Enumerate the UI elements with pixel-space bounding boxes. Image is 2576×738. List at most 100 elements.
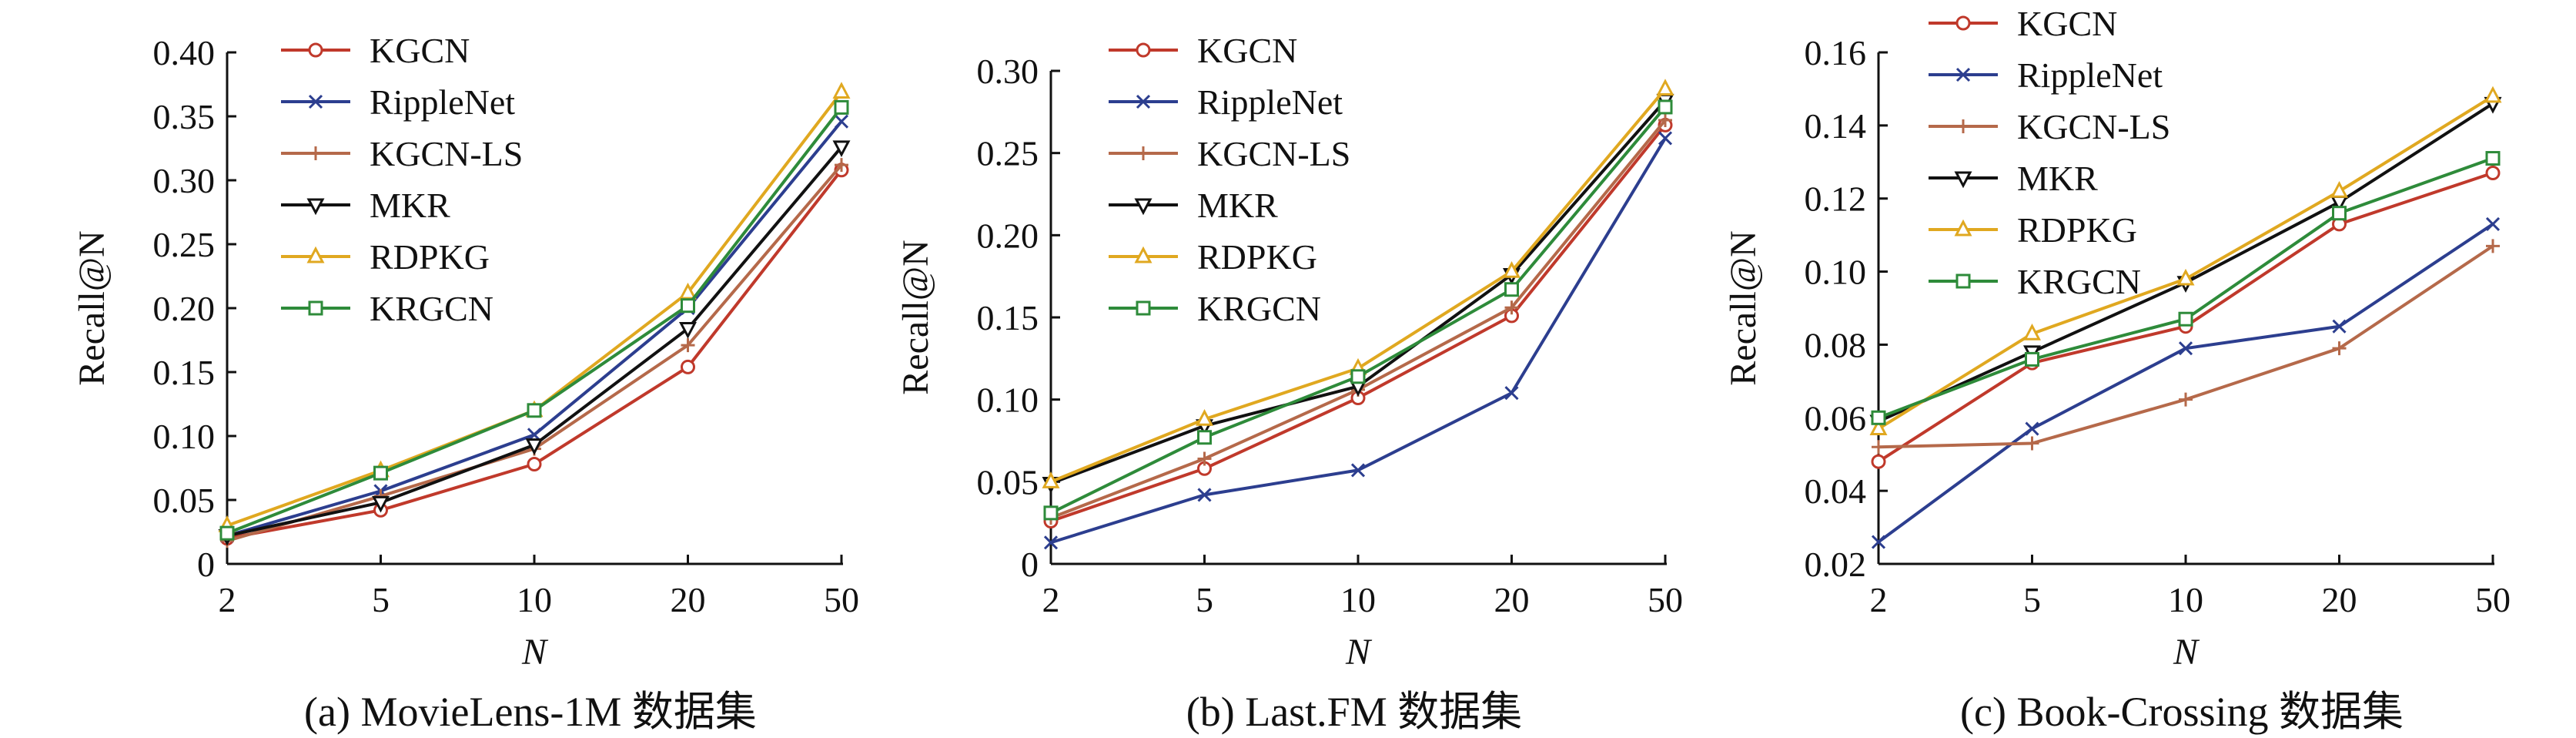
data-point-kgcn	[527, 457, 542, 472]
x-axis-label: N	[2173, 632, 2200, 673]
data-point-ripplenet	[2178, 341, 2193, 356]
data-point-ripplenet	[2332, 319, 2347, 334]
legend-marker-kgcn-ls	[309, 146, 323, 160]
x-tick-label: 2	[1870, 580, 1888, 619]
data-point-krgcn	[1871, 410, 1886, 425]
data-point-kgcn-ls	[2179, 392, 2193, 407]
data-point-krgcn	[2485, 151, 2501, 166]
legend-label-kgcn: KGCN	[2017, 4, 2117, 43]
data-point-krgcn	[834, 99, 849, 115]
data-point-krgcn	[1658, 99, 1673, 115]
data-point-mkr	[832, 140, 851, 158]
data-point-kgcn	[681, 359, 695, 374]
y-tick-label: 0.20	[977, 216, 1039, 255]
data-point-ripplenet	[834, 114, 849, 129]
legend-marker-mkr	[1954, 171, 1972, 189]
legend-label-ripplenet: RippleNet	[1197, 82, 1343, 122]
data-point-krgcn	[219, 525, 235, 541]
legend-label-kgcn-ls: KGCN-LS	[1197, 134, 1350, 173]
data-point-mkr	[525, 438, 544, 455]
data-point-kgcn-ls	[1872, 440, 1885, 455]
data-point-rdpkg	[1503, 261, 1521, 278]
legend-label-kgcn: KGCN	[1197, 31, 1297, 70]
data-point-rdpkg	[2176, 268, 2195, 286]
data-point-kgcn-ls	[1658, 113, 1672, 127]
y-tick-label: 0.25	[153, 225, 216, 264]
data-point-krgcn	[1197, 430, 1212, 445]
x-axis-label: N	[1345, 632, 1373, 673]
data-point-kgcn-ls	[2486, 239, 2500, 253]
legend-label-rdpkg: RDPKG	[370, 237, 490, 277]
data-point-kgcn-ls	[835, 158, 848, 173]
x-tick-label: 5	[372, 580, 390, 619]
y-tick-label: 0.30	[977, 52, 1039, 91]
data-point-kgcn-ls	[2332, 341, 2347, 356]
data-point-kgcn	[1871, 454, 1886, 469]
y-axis-label: Recall@N	[72, 230, 112, 385]
data-point-kgcn-ls	[2025, 436, 2039, 451]
data-point-rdpkg	[1196, 409, 1213, 426]
y-tick-label: 0	[1021, 545, 1039, 584]
legend-marker-kgcn	[308, 42, 323, 58]
legend-marker-rdpkg	[306, 246, 325, 263]
data-point-ripplenet	[1043, 535, 1059, 550]
y-tick-label: 0.08	[1805, 325, 1867, 364]
data-point-ripplenet	[1504, 386, 1519, 401]
x-tick-label: 5	[2023, 580, 2041, 619]
panel-caption: (b) Last.FM 数据集	[1186, 689, 1522, 735]
y-tick-label: 0.04	[1805, 471, 1867, 511]
legend-label-ripplenet: RippleNet	[370, 82, 515, 122]
x-tick-label: 20	[2322, 580, 2357, 619]
legend-marker-krgcn	[308, 300, 323, 316]
data-point-kgcn-ls	[1197, 451, 1212, 466]
legend-label-krgcn: KRGCN	[2017, 262, 2141, 301]
data-point-ripplenet	[1197, 488, 1212, 502]
legend-label-kgcn-ls: KGCN-LS	[370, 134, 523, 173]
y-tick-label: 0.10	[1805, 253, 1867, 292]
x-axis-label: N	[521, 632, 549, 673]
series-line-kgcn-ls	[226, 163, 843, 543]
data-point-krgcn	[2025, 351, 2039, 367]
x-tick-label: 2	[219, 580, 236, 619]
y-tick-label: 0.30	[153, 161, 216, 200]
y-axis-label: Recall@N	[1723, 230, 1764, 385]
legend-marker-kgcn-ls	[1136, 146, 1150, 160]
legend-marker-kgcn-ls	[1956, 119, 1970, 133]
data-point-rdpkg	[2484, 86, 2502, 103]
legend-marker-krgcn	[1955, 273, 1971, 289]
series-line-kgcn-ls	[1050, 119, 1667, 520]
data-point-krgcn	[2178, 311, 2193, 327]
data-point-ripplenet	[1658, 131, 1673, 146]
data-point-krgcn	[1350, 369, 1366, 384]
y-tick-label: 0.05	[977, 462, 1039, 502]
data-point-rdpkg	[2330, 181, 2348, 198]
data-point-kgcn-ls	[681, 338, 695, 353]
data-point-krgcn	[1504, 282, 1519, 297]
y-axis-label: Recall@N	[895, 240, 936, 394]
x-tick-label: 10	[517, 580, 552, 619]
y-tick-label: 0.15	[977, 298, 1039, 337]
legend-label-mkr: MKR	[2017, 159, 2098, 198]
y-tick-label: 0	[197, 545, 215, 584]
data-point-krgcn	[1043, 505, 1059, 521]
data-point-rdpkg	[1656, 79, 1674, 96]
legend-label-ripplenet: RippleNet	[2017, 55, 2163, 95]
legend-label-rdpkg: RDPKG	[1197, 237, 1317, 277]
x-tick-label: 20	[671, 580, 706, 619]
x-tick-label: 5	[1196, 580, 1213, 619]
panel-lastfm: 0 0.05 0.10 0.15 0.20 0.25 0.30 2 5 10 20 50 N Recall…	[895, 31, 1683, 735]
legend-marker-kgcn	[1955, 15, 1971, 31]
data-point-ripplenet	[2485, 216, 2501, 231]
series-line-mkr	[1878, 102, 2494, 423]
series-line-kgcn	[1050, 124, 1667, 523]
y-tick-label: 0.25	[977, 134, 1039, 173]
data-point-ripplenet	[1350, 463, 1366, 478]
x-tick-label: 10	[2168, 580, 2203, 619]
panel-book-crossing: 0.02 0.04 0.06 0.08 0.10 0.12 0.14 0.16 2 5 10 20 50…	[1723, 4, 2511, 735]
legend-label-mkr: MKR	[1197, 186, 1278, 225]
legend-label-krgcn: KRGCN	[370, 289, 493, 328]
legend-label-mkr: MKR	[370, 186, 450, 225]
data-point-rdpkg	[832, 82, 851, 99]
y-tick-label: 0.02	[1805, 545, 1867, 584]
